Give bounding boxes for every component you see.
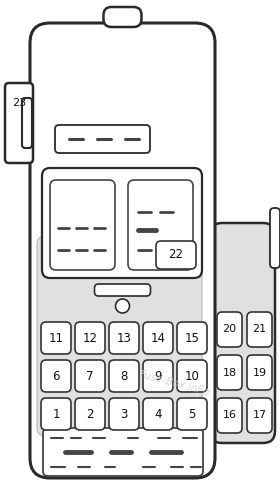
Text: 7: 7 — [86, 370, 94, 382]
Text: 21: 21 — [253, 325, 267, 335]
FancyBboxPatch shape — [109, 322, 139, 354]
FancyBboxPatch shape — [177, 322, 207, 354]
Circle shape — [88, 414, 101, 426]
FancyBboxPatch shape — [94, 284, 151, 296]
FancyBboxPatch shape — [217, 355, 242, 390]
Text: 18: 18 — [222, 368, 237, 377]
FancyBboxPatch shape — [41, 398, 71, 430]
FancyBboxPatch shape — [156, 241, 196, 269]
Text: 13: 13 — [116, 332, 131, 345]
FancyBboxPatch shape — [128, 180, 193, 270]
Text: 1: 1 — [52, 407, 60, 420]
Text: Fuse-Box.inFo: Fuse-Box.inFo — [139, 369, 211, 397]
FancyBboxPatch shape — [75, 360, 105, 392]
FancyBboxPatch shape — [217, 398, 242, 433]
FancyBboxPatch shape — [42, 168, 202, 278]
FancyBboxPatch shape — [143, 322, 173, 354]
Text: 3: 3 — [120, 407, 128, 420]
FancyBboxPatch shape — [30, 23, 215, 478]
Text: 17: 17 — [253, 410, 267, 420]
Circle shape — [115, 299, 129, 313]
Text: 15: 15 — [185, 332, 199, 345]
Text: 22: 22 — [169, 249, 183, 261]
Text: 5: 5 — [188, 407, 196, 420]
FancyBboxPatch shape — [109, 398, 139, 430]
FancyBboxPatch shape — [143, 360, 173, 392]
Text: 19: 19 — [253, 368, 267, 377]
Text: 11: 11 — [48, 332, 64, 345]
Text: 9: 9 — [154, 370, 162, 382]
FancyBboxPatch shape — [41, 322, 71, 354]
Text: 2: 2 — [86, 407, 94, 420]
FancyBboxPatch shape — [270, 208, 280, 268]
FancyBboxPatch shape — [109, 360, 139, 392]
FancyBboxPatch shape — [177, 360, 207, 392]
FancyBboxPatch shape — [75, 322, 105, 354]
FancyBboxPatch shape — [104, 7, 141, 27]
FancyBboxPatch shape — [5, 83, 33, 163]
FancyBboxPatch shape — [37, 236, 202, 436]
FancyBboxPatch shape — [75, 398, 105, 430]
Text: 16: 16 — [223, 410, 237, 420]
Text: 14: 14 — [151, 332, 165, 345]
Text: 12: 12 — [83, 332, 97, 345]
FancyBboxPatch shape — [177, 398, 207, 430]
FancyBboxPatch shape — [143, 398, 173, 430]
Text: 4: 4 — [154, 407, 162, 420]
FancyBboxPatch shape — [22, 98, 32, 148]
Text: 8: 8 — [120, 370, 128, 382]
FancyBboxPatch shape — [247, 398, 272, 433]
FancyBboxPatch shape — [210, 223, 275, 443]
Text: 6: 6 — [52, 370, 60, 382]
FancyBboxPatch shape — [43, 428, 203, 476]
Text: 20: 20 — [222, 325, 237, 335]
Text: 10: 10 — [185, 370, 199, 382]
FancyBboxPatch shape — [55, 125, 150, 153]
FancyBboxPatch shape — [217, 312, 242, 347]
FancyBboxPatch shape — [247, 312, 272, 347]
FancyBboxPatch shape — [41, 360, 71, 392]
FancyBboxPatch shape — [50, 180, 115, 270]
FancyBboxPatch shape — [247, 355, 272, 390]
Text: 23: 23 — [12, 98, 26, 108]
